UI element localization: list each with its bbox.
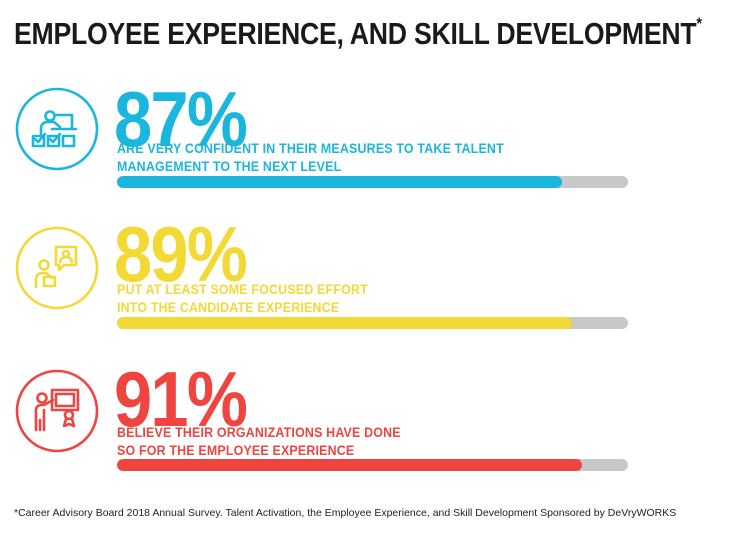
page-title: EMPLOYEE EXPERIENCE, AND SKILL DEVELOPME… bbox=[14, 14, 702, 52]
progress-bar-fill bbox=[117, 317, 572, 329]
talent-management-icon bbox=[14, 86, 100, 172]
stat-value: 89% bbox=[114, 210, 248, 298]
stat-description: ARE VERY CONFIDENT IN THEIR MEASURES TO … bbox=[117, 141, 504, 174]
footnote: *Career Advisory Board 2018 Annual Surve… bbox=[14, 507, 677, 519]
stat-block-1: 87% ARE VERY CONFIDENT IN THEIR MEASURES… bbox=[0, 80, 740, 210]
progress-bar bbox=[117, 459, 628, 471]
stat-description: PUT AT LEAST SOME FOCUSED EFFORT INTO TH… bbox=[117, 282, 368, 315]
title-text: EMPLOYEE EXPERIENCE, AND SKILL DEVELOPME… bbox=[14, 16, 697, 51]
candidate-experience-icon bbox=[14, 225, 100, 311]
title-footnote-mark: * bbox=[696, 14, 702, 33]
stat-block-3: 91% BELIEVE THEIR ORGANIZATIONS HAVE DON… bbox=[0, 360, 740, 490]
stat-value: 91% bbox=[114, 355, 248, 443]
progress-bar-fill bbox=[117, 176, 562, 188]
employee-experience-icon bbox=[14, 368, 100, 454]
stat-description: BELIEVE THEIR ORGANIZATIONS HAVE DONE SO… bbox=[117, 425, 401, 458]
stat-block-2: 89% PUT AT LEAST SOME FOCUSED EFFORT INT… bbox=[0, 215, 740, 345]
progress-bar bbox=[117, 176, 628, 188]
stat-value: 87% bbox=[114, 75, 248, 163]
progress-bar bbox=[117, 317, 628, 329]
progress-bar-fill bbox=[117, 459, 582, 471]
